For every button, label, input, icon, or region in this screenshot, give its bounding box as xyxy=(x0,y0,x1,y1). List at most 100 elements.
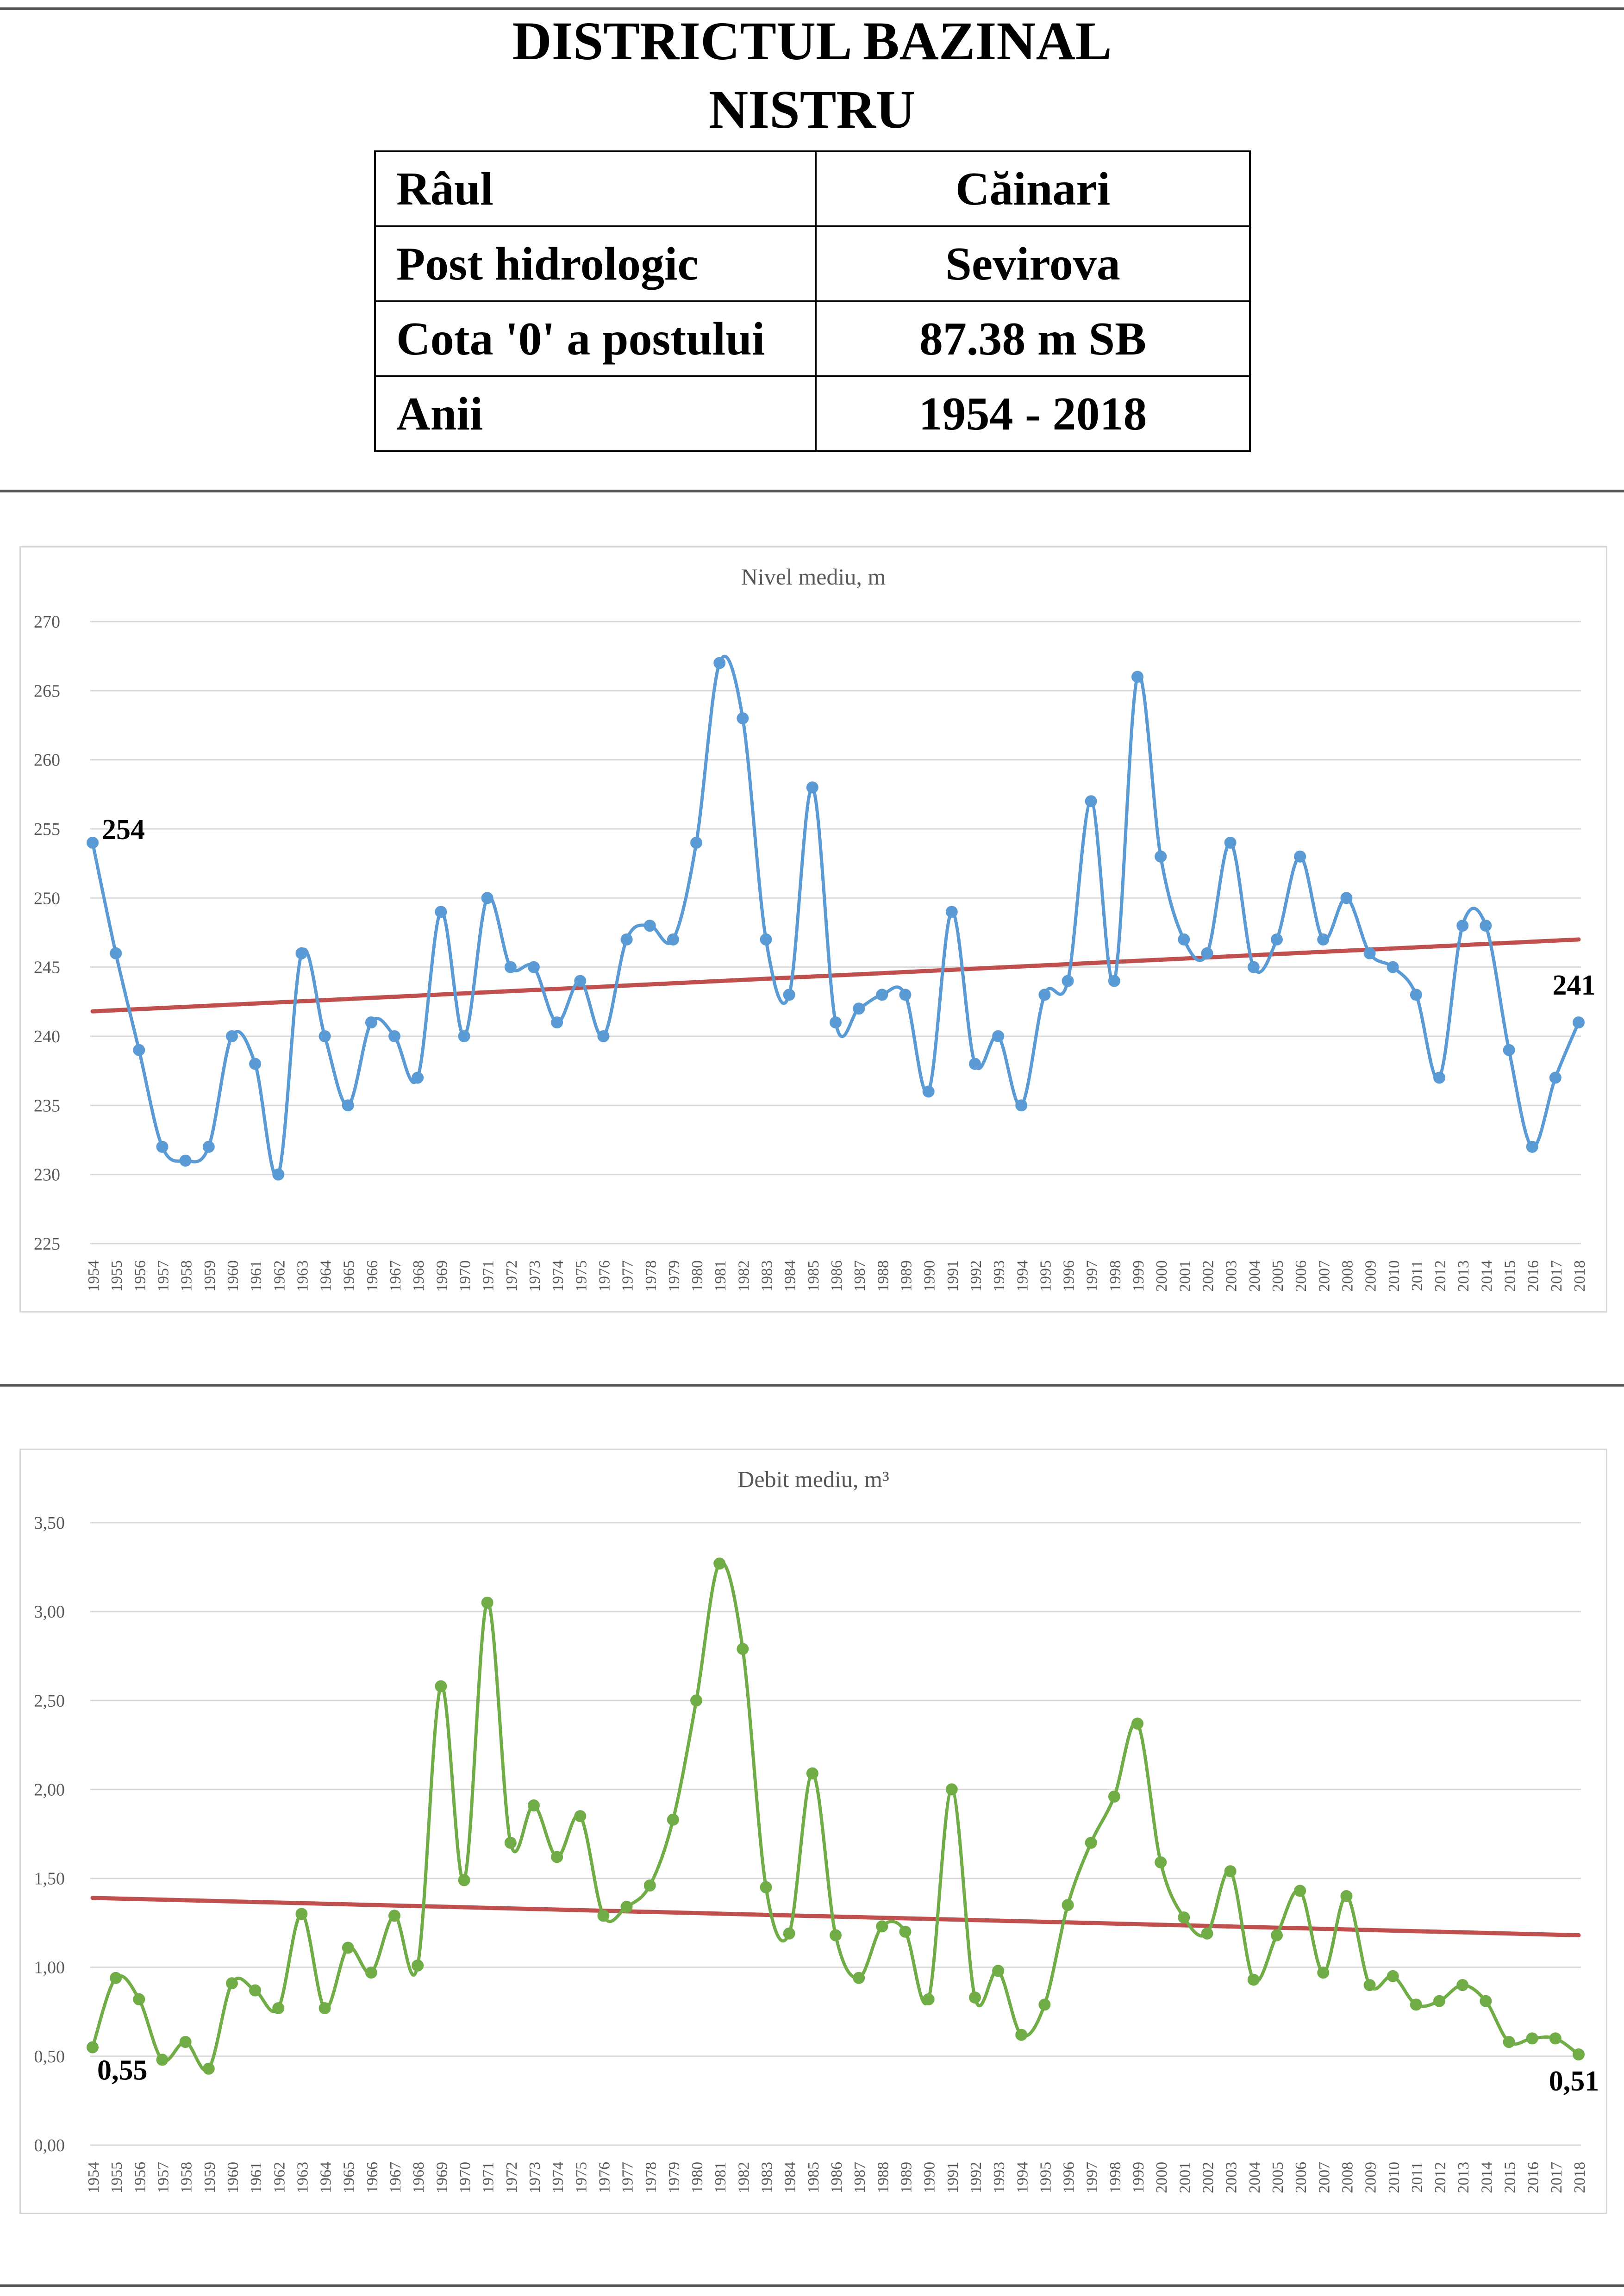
data-point xyxy=(1224,836,1237,849)
x-tick-label: 1977 xyxy=(619,2162,637,2193)
x-tick-label: 1972 xyxy=(503,1260,520,1292)
data-point xyxy=(1131,671,1144,683)
x-tick-label: 1964 xyxy=(318,1260,335,1292)
x-tick-label: 1974 xyxy=(550,2162,567,2193)
x-tick-label: 2001 xyxy=(1176,1260,1193,1292)
data-point xyxy=(1062,975,1074,987)
x-tick-label: 1984 xyxy=(782,1260,799,1292)
data-point xyxy=(249,1058,262,1070)
x-tick-label: 1957 xyxy=(155,1260,172,1292)
x-tick-label: 1996 xyxy=(1061,1260,1078,1292)
x-tick-label: 1988 xyxy=(874,2162,892,2193)
page-title-line1: DISTRICTUL BAZINAL xyxy=(512,11,1112,71)
x-tick-label: 2009 xyxy=(1362,1260,1380,1292)
data-point xyxy=(830,1929,842,1941)
data-point xyxy=(504,961,517,973)
data-point xyxy=(1247,961,1260,973)
x-tick-label: 2006 xyxy=(1293,1260,1310,1292)
y-tick-label: 235 xyxy=(34,1096,60,1115)
data-point xyxy=(87,836,99,849)
x-tick-label: 1983 xyxy=(759,1260,776,1292)
data-point xyxy=(1178,933,1190,946)
data-point xyxy=(1294,1885,1306,1897)
data-point xyxy=(295,1908,308,1920)
x-tick-label: 1983 xyxy=(759,2162,776,2193)
data-point xyxy=(388,1030,401,1042)
x-tick-label: 1954 xyxy=(85,2162,102,2193)
data-point xyxy=(968,1058,981,1070)
y-tick-label: 2,50 xyxy=(34,1691,65,1711)
data-point xyxy=(853,1002,865,1015)
river-label: Râul xyxy=(374,150,817,227)
data-point xyxy=(412,1959,424,1972)
y-tick-label: 260 xyxy=(34,751,60,770)
data-point xyxy=(1085,795,1097,808)
data-point xyxy=(1433,1071,1446,1084)
x-tick-label: 1986 xyxy=(828,2162,845,2193)
data-point xyxy=(1503,2036,1515,2048)
data-point xyxy=(876,989,888,1001)
x-tick-label: 2008 xyxy=(1339,1260,1356,1292)
data-point xyxy=(225,1030,238,1042)
data-point xyxy=(620,1901,633,1913)
data-point xyxy=(922,1993,935,2005)
trend-line xyxy=(90,1896,1581,1938)
data-point xyxy=(1387,961,1399,973)
data-point xyxy=(133,1044,145,1056)
data-point xyxy=(899,989,912,1001)
x-tick-label: 1960 xyxy=(225,1260,242,1292)
x-tick-label: 1981 xyxy=(712,1260,729,1292)
data-point xyxy=(760,933,772,946)
table-row: Anii 1954 - 2018 xyxy=(374,375,1251,452)
station-label: Post hidrologic xyxy=(374,225,817,302)
data-point xyxy=(527,961,540,973)
x-tick-label: 1959 xyxy=(201,1260,219,1292)
years-value: 1954 - 2018 xyxy=(815,375,1251,452)
x-tick-label: 1987 xyxy=(851,2162,868,2193)
x-tick-label: 1971 xyxy=(480,1260,497,1292)
y-tick-label: 0,50 xyxy=(34,2047,65,2066)
x-tick-label: 2012 xyxy=(1432,2162,1449,2193)
data-point xyxy=(527,1799,540,1812)
data-point xyxy=(1387,1970,1399,1982)
x-tick-label: 1992 xyxy=(968,2162,985,2193)
level-chart-panel: Nivel mediu, m 225 230 235 240 245 250 255 260 26… xyxy=(19,546,1607,1313)
series-line xyxy=(91,1561,1580,2072)
x-tick-label: 2007 xyxy=(1316,2162,1333,2193)
data-point xyxy=(1270,1929,1283,1941)
data-point xyxy=(1480,1995,1492,2007)
station-info-table: Râul Căinari Post hidrologic Sevirova Co… xyxy=(374,150,1251,452)
x-tick-label: 1974 xyxy=(550,1260,567,1292)
x-tick-label: 1961 xyxy=(248,2162,265,2193)
x-tick-label: 1982 xyxy=(735,2162,752,2193)
data-point xyxy=(1363,947,1376,959)
data-point xyxy=(1503,1044,1515,1056)
x-tick-label: 1965 xyxy=(341,2162,358,2193)
x-tick-label: 1994 xyxy=(1014,1260,1031,1292)
data-point xyxy=(272,2002,285,2015)
data-point xyxy=(435,906,447,918)
page-title-line2: NISTRU xyxy=(709,79,915,140)
x-tick-label: 2013 xyxy=(1455,1260,1472,1292)
x-tick-label: 1958 xyxy=(178,2162,195,2193)
data-point xyxy=(1224,1865,1237,1878)
data-point xyxy=(202,2062,215,2075)
x-tick-label: 1980 xyxy=(689,2162,706,2193)
chart-title: Nivel mediu, m xyxy=(741,564,886,590)
data-point xyxy=(225,1977,238,1990)
data-point xyxy=(713,657,726,669)
y-tick-label: 230 xyxy=(34,1165,60,1185)
y-tick-label: 250 xyxy=(34,889,60,908)
x-tick-label: 1967 xyxy=(387,2162,404,2193)
data-point xyxy=(133,1993,145,2005)
data-point xyxy=(319,1030,331,1042)
x-tick-label: 1979 xyxy=(666,2162,683,2193)
x-tick-label: 1956 xyxy=(131,1260,149,1292)
data-point xyxy=(1317,933,1330,946)
x-tick-label: 1958 xyxy=(178,1260,195,1292)
data-point xyxy=(574,1810,587,1823)
data-point xyxy=(1340,892,1353,904)
level-chart: Nivel mediu, m 225 230 235 240 245 250 255 260 26… xyxy=(34,564,1596,1292)
x-tick-label: 1976 xyxy=(596,2162,613,2193)
data-point xyxy=(458,1874,470,1886)
